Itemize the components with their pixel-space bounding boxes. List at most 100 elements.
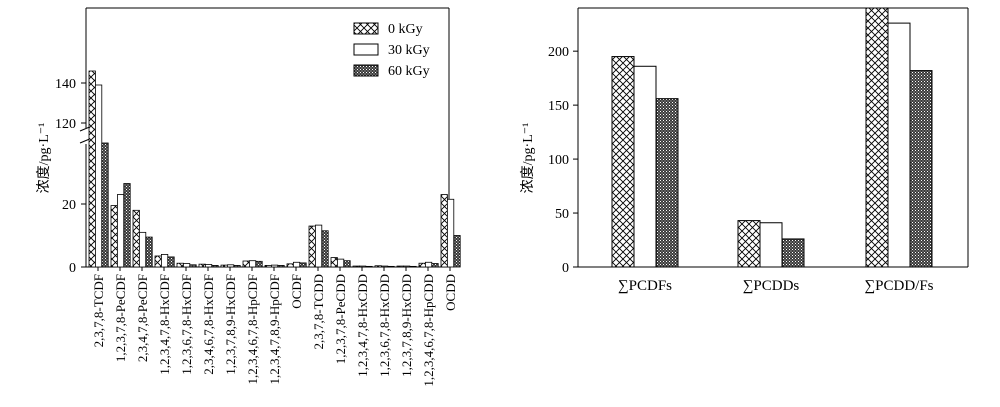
legend-item-0kgy: 0 kGy bbox=[353, 22, 423, 37]
x-tick-label-1-2-3-7-8-pecdd: 1,2,3,7,8-PeCDD bbox=[333, 274, 348, 364]
x-tick-label-2-3-7-8-tcdd: 2,3,7,8-TCDD bbox=[311, 274, 326, 349]
bar-0-kgy-1-2-3-7-8-pecdd bbox=[330, 257, 338, 268]
left-y-tick-label: 120 bbox=[55, 117, 76, 132]
x-tick-label-2-3-7-8-tcdf: 2,3,7,8-TCDF bbox=[91, 274, 106, 347]
bar-0-kgy-ocdd bbox=[440, 194, 448, 268]
left-x-tick-labels: 2,3,7,8-TCDF 1,2,3,7,8-PeCDF 2,3,4,7,8-PeC… bbox=[91, 267, 458, 387]
bar-30-kgy-1-2-3-7-8-pecdf bbox=[117, 194, 125, 268]
bar-60-kgy-1-2-3-6-7-8-hxcdd bbox=[387, 265, 395, 268]
bar-60-kgy-2-3-7-8-tcdd bbox=[321, 230, 329, 268]
bar-60-kgy-pcdds bbox=[781, 238, 805, 268]
bar-30-kgy-1-2-3-4-6-7-8-hpcdf bbox=[248, 260, 257, 268]
right-bars bbox=[611, 7, 933, 268]
x-tick-label-1-2-3-4-6-7-8-hpcdd: 1,2,3,4,6,7,8-HpCDD bbox=[421, 274, 436, 387]
right-y-tick-label: 200 bbox=[548, 45, 569, 60]
x-tick-label-2-3-4-7-8-pecdf: 2,3,4,7,8-PeCDF bbox=[135, 274, 150, 362]
bar-0-kgy-1-2-3-4-7-8-hxcdd bbox=[352, 265, 360, 268]
bar-0-kgy-1-2-3-6-7-8-hxcdf bbox=[176, 262, 184, 268]
right-chart: 0 50 100 150 200 ∑PCDFs ∑PCDDs ∑PCDD/Fs 浓度/pg·… bbox=[520, 7, 969, 294]
legend-swatch-60kgy bbox=[353, 64, 379, 77]
x-tick-label-1-2-3-7-8-9-hxcdf: 1,2,3,7,8,9-HxCDF bbox=[223, 274, 238, 375]
bar-0-kgy-1-2-3-4-7-8-9-hpcdf bbox=[264, 265, 272, 268]
right-y-tick-label: 0 bbox=[562, 261, 569, 276]
bar-60-kgy-1-2-3-7-8-9-hxcdd bbox=[409, 265, 417, 268]
bar-0-kgy-2-3-4-6-7-8-hxcdf bbox=[198, 263, 206, 268]
x-tick-label-1-2-3-6-7-8-hxcdd: 1,2,3,6,7,8-HxCDD bbox=[377, 274, 392, 377]
right-y-axis-label: 浓度/pg·L⁻¹ bbox=[520, 123, 536, 194]
bar-60-kgy-ocdd bbox=[453, 235, 461, 268]
bar-0-kgy-pcdd-fs bbox=[865, 7, 889, 268]
bar-30-kgy-2-3-4-7-8-pecdf bbox=[138, 231, 147, 268]
bar-30-kgy-1-2-3-4-7-8-hxcdd bbox=[358, 265, 367, 268]
left-y-axis-label: 浓度/pg·L⁻¹ bbox=[36, 123, 52, 194]
bar-30-kgy-1-2-3-7-8-pecdd bbox=[336, 258, 345, 268]
bar-0-kgy-1-2-3-7-8-9-hxcdf bbox=[220, 264, 228, 268]
bar-0-kgy-1-2-3-7-8-pecdf bbox=[110, 205, 118, 268]
bar-30-kgy-2-3-7-8-tcdd bbox=[314, 224, 323, 268]
bar-0-kgy-pcdds bbox=[737, 220, 761, 268]
bar-60-kgy-2-3-4-6-7-8-hxcdf bbox=[211, 265, 219, 268]
x-tick-label-ocdf: OCDF bbox=[289, 274, 304, 309]
bar-0-kgy-1-2-3-4-7-8-hxcdf bbox=[154, 255, 162, 268]
bar-30-kgy-ocdd bbox=[446, 198, 455, 268]
bar-30-kgy-pcdfs bbox=[633, 65, 657, 268]
legend-item-60kgy: 60 kGy bbox=[353, 64, 430, 79]
right-y-tick-label: 100 bbox=[548, 153, 569, 168]
right-y-tick-label: 50 bbox=[555, 207, 569, 222]
bar-0-kgy-2-3-7-8-tcdd bbox=[308, 225, 316, 268]
x-tick-label-ocdd: OCDD bbox=[443, 274, 458, 311]
x-tick-label-1-2-3-6-7-8-hxcdf: 1,2,3,6,7,8-HxCDF bbox=[179, 274, 194, 375]
bar-60-kgy-1-2-3-4-6-7-8-hpcdf bbox=[255, 260, 263, 268]
bar-60-kgy-pcdfs bbox=[655, 98, 679, 268]
x-tick-label-2-3-4-6-7-8-hxcdf: 2,3,4,6,7,8-HxCDF bbox=[201, 274, 216, 375]
bar-60-kgy-1-2-3-7-8-pecdf bbox=[123, 183, 131, 268]
bar-0-kgy-1-2-3-4-6-7-8-hpcdd bbox=[418, 262, 426, 268]
x-tick-label-1-2-3-4-7-8-9-hpcdf: 1,2,3,4,7,8,9-HpCDF bbox=[267, 274, 282, 385]
bar-30-kgy-2-3-4-6-7-8-hxcdf bbox=[204, 264, 213, 268]
bar-30-kgy-1-2-3-4-7-8-9-hpcdf bbox=[270, 264, 279, 268]
legend-swatch-30kgy bbox=[353, 43, 379, 56]
bar-60-kgy-1-2-3-7-8-9-hxcdf bbox=[233, 265, 241, 268]
x-tick-label-1-2-3-4-7-8-hxcdf: 1,2,3,4,7,8-HxCDF bbox=[157, 274, 172, 375]
bar-60-kgy-1-2-3-4-7-8-9-hpcdf bbox=[277, 265, 285, 268]
bar-0-kgy-1-2-3-4-6-7-8-hpcdf bbox=[242, 260, 250, 268]
bar-30-kgy-2-3-7-8-tcdf bbox=[95, 84, 103, 268]
bar-60-kgy-1-2-3-6-7-8-hxcdf bbox=[189, 264, 197, 268]
left-y-ticks: 0 20 120 140 bbox=[55, 77, 86, 276]
bar-60-kgy-1-2-3-4-7-8-hxcdd bbox=[365, 265, 373, 268]
bar-0-kgy-1-2-3-7-8-9-hxcdd bbox=[396, 265, 404, 268]
bar-0-kgy-ocdf bbox=[286, 263, 294, 268]
bar-30-kgy-ocdf bbox=[292, 261, 301, 268]
left-bars bbox=[88, 70, 461, 268]
bar-60-kgy-ocdf bbox=[299, 262, 307, 268]
bar-30-kgy-1-2-3-6-7-8-hxcdf bbox=[182, 263, 191, 268]
left-y-tick-label: 140 bbox=[55, 77, 76, 92]
bar-0-kgy-pcdfs bbox=[611, 56, 635, 268]
legend-label-0kgy: 0 kGy bbox=[388, 22, 423, 37]
bar-30-kgy-1-2-3-7-8-9-hxcdf bbox=[226, 264, 235, 268]
bar-30-kgy-1-2-3-7-8-9-hxcdd bbox=[402, 265, 411, 268]
bar-30-kgy-pcdds bbox=[759, 222, 783, 268]
left-y-tick-label: 0 bbox=[69, 261, 76, 276]
bar-60-kgy-1-2-3-7-8-pecdd bbox=[343, 260, 351, 268]
right-y-ticks: 0 50 100 150 200 bbox=[548, 45, 578, 276]
x-tick-label-pcdfs: ∑PCDFs bbox=[618, 278, 672, 294]
bar-60-kgy-pcdd-fs bbox=[909, 70, 933, 268]
bar-30-kgy-1-2-3-4-7-8-hxcdf bbox=[160, 253, 169, 268]
legend-label-60kgy: 60 kGy bbox=[388, 64, 430, 79]
legend-label-30kgy: 30 kGy bbox=[388, 43, 430, 58]
legend-swatch-0kgy bbox=[353, 22, 379, 35]
bar-30-kgy-pcdd-fs bbox=[887, 22, 911, 268]
x-tick-label-1-2-3-4-6-7-8-hpcdf: 1,2,3,4,6,7,8-HpCDF bbox=[245, 274, 260, 385]
x-tick-label-pcdds: ∑PCDDs bbox=[743, 278, 800, 294]
bar-30-kgy-1-2-3-4-6-7-8-hpcdd bbox=[424, 261, 433, 268]
bar-30-kgy-1-2-3-6-7-8-hxcdd bbox=[380, 265, 389, 268]
right-x-tick-labels: ∑PCDFs ∑PCDDs ∑PCDD/Fs bbox=[618, 278, 934, 294]
bar-60-kgy-1-2-3-4-6-7-8-hpcdd bbox=[431, 263, 439, 268]
legend: 0 kGy 30 kGy 60 kGy bbox=[353, 22, 430, 79]
bar-0-kgy-2-3-4-7-8-pecdf bbox=[132, 209, 140, 268]
bar-60-kgy-2-3-7-8-tcdf bbox=[101, 142, 109, 268]
